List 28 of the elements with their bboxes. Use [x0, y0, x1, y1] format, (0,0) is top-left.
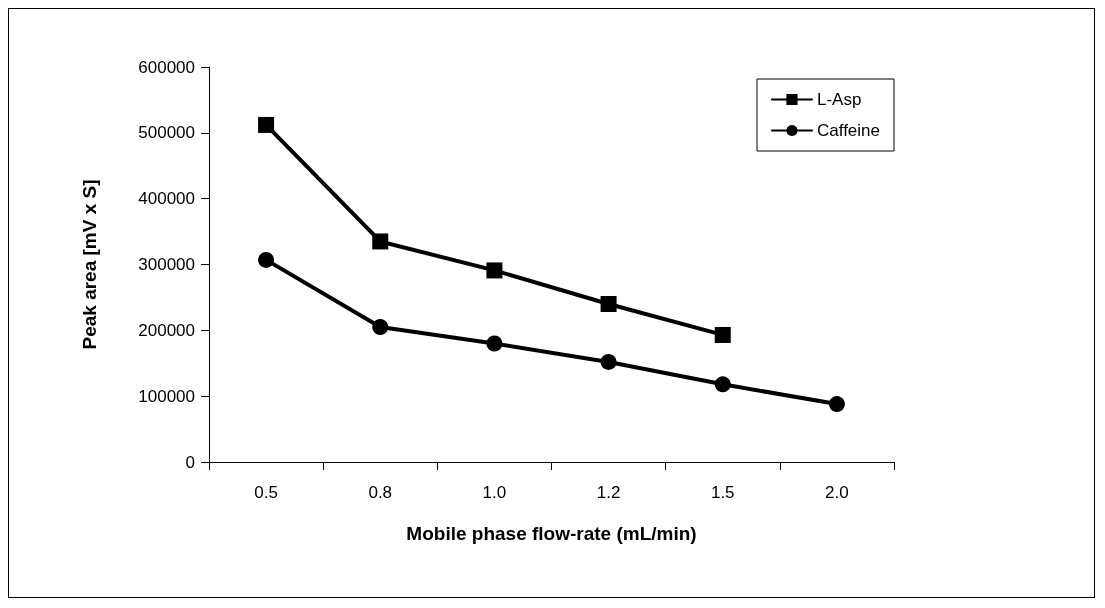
- point: [714, 376, 731, 393]
- y-tick-label: 600000: [138, 57, 195, 77]
- legend-label: Caffeine: [816, 121, 880, 140]
- x-tick-label: 0.5: [254, 483, 278, 502]
- y-tick-label: 0: [185, 452, 195, 472]
- point: [486, 335, 503, 352]
- point: [600, 353, 617, 370]
- point: [258, 251, 275, 268]
- x-tick-label: 0.8: [368, 483, 393, 502]
- x-tick-label: 1.5: [710, 483, 735, 502]
- point: [828, 396, 845, 413]
- point: [486, 262, 503, 279]
- y-axis-title: Peak area [mV x S]: [79, 179, 100, 350]
- y-tick-label: 500000: [138, 123, 195, 143]
- x-tick-label: 1.2: [596, 483, 621, 502]
- x-axis-title: Mobile phase flow-rate (mL/min): [406, 523, 697, 544]
- y-tick-label: 200000: [138, 320, 195, 340]
- point: [714, 326, 731, 343]
- point: [600, 296, 617, 312]
- x-tick-label: 1.0: [482, 483, 507, 502]
- point: [372, 319, 389, 336]
- point: [372, 233, 389, 250]
- y-tick-label: 300000: [138, 255, 195, 274]
- point: [258, 116, 275, 133]
- y-tick-label: 400000: [138, 189, 195, 209]
- x-tick-label: 2.0: [825, 483, 849, 502]
- legend-label: L-Asp: [816, 90, 862, 109]
- y-tick-label: 100000: [138, 386, 195, 406]
